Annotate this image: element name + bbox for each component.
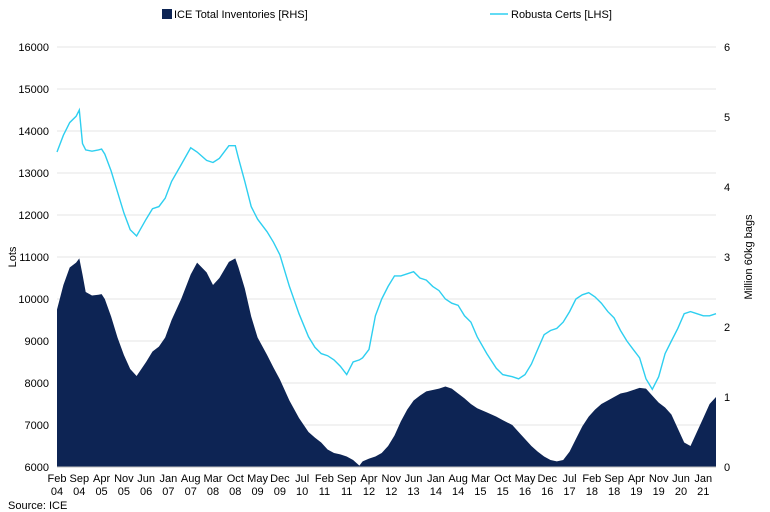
x-tick-label: Sep 11 [337, 473, 357, 498]
source-note: Source: ICE [8, 500, 67, 512]
x-tick-label: Dec 16 [537, 473, 557, 498]
right-tick-label: 5 [724, 112, 730, 124]
x-tick-label: Jan 21 [694, 473, 712, 498]
x-tick-label: Oct 15 [494, 473, 511, 498]
left-tick-label: 16000 [18, 42, 49, 54]
x-tick-label: Nov 19 [649, 473, 669, 498]
left-tick-label: 15000 [18, 84, 49, 96]
left-tick-label: 6000 [25, 462, 49, 474]
x-tick-label: Apr 12 [360, 473, 377, 498]
x-tick-label: Jan 07 [160, 473, 178, 498]
axes: 6000 7000 8000 9000 10000 11000 12000 13000 1400… [18, 42, 730, 498]
x-tick-label: Feb 04 [48, 473, 67, 498]
x-tick-label: Aug 07 [181, 473, 201, 498]
x-tick-label: Jan 14 [427, 473, 445, 498]
legend: ICE Total Inventories [RHS] Robusta Certs… [162, 9, 612, 21]
right-tick-label: 0 [724, 462, 730, 474]
x-tick-label: Jul 10 [295, 473, 309, 498]
x-tick-label: May 09 [247, 473, 268, 498]
x-tick-label: Jun 20 [672, 473, 690, 498]
x-tick-label: Oct 08 [227, 473, 244, 498]
x-tick-label: Jun 13 [405, 473, 423, 498]
x-tick-label: Apr 19 [628, 473, 645, 498]
right-tick-label: 3 [724, 252, 730, 264]
x-tick-label: Mar 15 [471, 473, 490, 498]
left-axis-title: Lots [7, 246, 19, 267]
x-tick-label: Apr 05 [93, 473, 110, 498]
right-axis-title: Million 60kg bags [743, 214, 755, 299]
x-tick-label: Feb 18 [582, 473, 601, 498]
right-tick-label: 1 [724, 392, 730, 404]
x-tick-label: Sep 18 [604, 473, 624, 498]
legend-label-inventories: ICE Total Inventories [RHS] [174, 9, 308, 21]
x-tick-label: Dec 09 [270, 473, 290, 498]
x-tick-label: Jul 17 [563, 473, 577, 498]
series-layer [56, 107, 717, 467]
x-tick-label: May 16 [515, 473, 536, 498]
left-tick-label: 10000 [18, 294, 49, 306]
right-tick-label: 4 [724, 182, 730, 194]
left-tick-label: 12000 [18, 210, 49, 222]
series-area-ice-total-inventories [57, 258, 716, 467]
x-tick-label: Sep 04 [69, 473, 89, 498]
x-tick-label: Feb 11 [315, 473, 334, 498]
left-tick-label: 13000 [18, 168, 49, 180]
left-tick-label: 7000 [25, 420, 49, 432]
x-tick-label: Nov 05 [114, 473, 134, 498]
legend-label-robusta: Robusta Certs [LHS] [511, 9, 612, 21]
left-tick-label: 11000 [19, 252, 49, 264]
series-line-robusta-certs [56, 107, 717, 391]
x-tick-label: Nov 12 [381, 473, 401, 498]
legend-swatch-inventories [162, 9, 172, 19]
right-tick-label: 6 [724, 42, 730, 54]
left-tick-label: 8000 [25, 378, 49, 390]
left-tick-label: 9000 [25, 336, 49, 348]
left-tick-label: 14000 [18, 126, 49, 138]
x-tick-label: Mar 08 [204, 473, 223, 498]
x-tick-label: Jun 06 [137, 473, 155, 498]
right-tick-label: 2 [724, 322, 730, 334]
x-tick-label: Aug 14 [448, 473, 468, 498]
